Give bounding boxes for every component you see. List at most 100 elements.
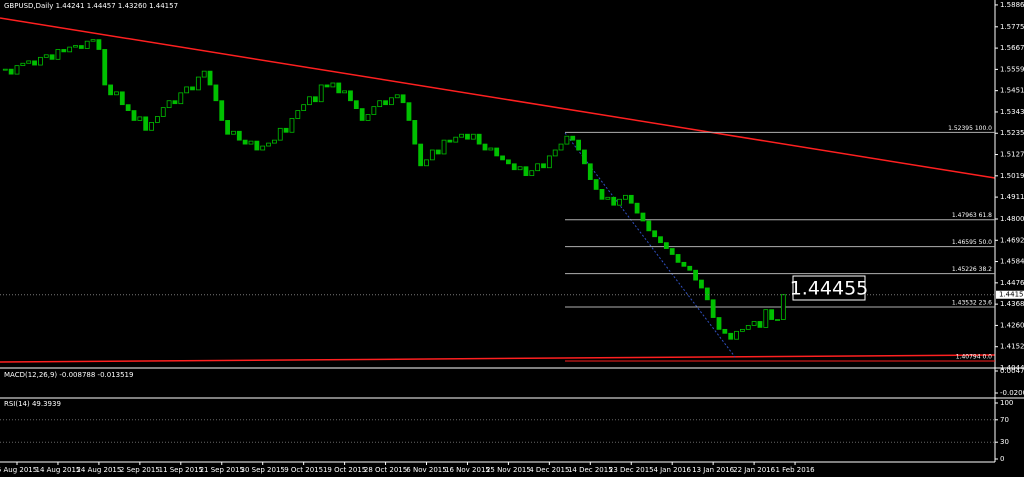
candle bbox=[611, 196, 617, 206]
candle bbox=[365, 114, 371, 121]
y-tick-label: 1.56670 bbox=[1000, 44, 1024, 52]
x-tick-label: 13 Jan 2016 bbox=[692, 466, 735, 474]
y-tick-label: 1.41520 bbox=[1000, 343, 1024, 351]
candle bbox=[447, 139, 453, 143]
candle bbox=[751, 321, 757, 326]
candle bbox=[564, 135, 570, 145]
candle bbox=[359, 108, 365, 121]
candle bbox=[195, 76, 201, 91]
candle bbox=[318, 84, 324, 103]
macd-tick-label: -0.020032 bbox=[1000, 389, 1024, 397]
rsi-tick-label: 100 bbox=[1000, 399, 1013, 407]
x-tick-label: 23 Dec 2015 bbox=[609, 466, 654, 474]
y-tick-label: 1.48000 bbox=[1000, 215, 1024, 223]
candle bbox=[289, 118, 295, 133]
candle bbox=[43, 54, 49, 58]
candle bbox=[424, 159, 429, 167]
x-tick-label: 14 Dec 2015 bbox=[568, 466, 613, 474]
candle bbox=[49, 54, 55, 60]
candle bbox=[348, 90, 353, 102]
candle bbox=[593, 179, 599, 190]
candle bbox=[242, 139, 248, 145]
candle bbox=[14, 65, 20, 75]
candle bbox=[388, 97, 394, 106]
candle bbox=[336, 82, 342, 94]
candle bbox=[184, 86, 190, 94]
candle bbox=[476, 133, 482, 145]
candle bbox=[669, 248, 675, 255]
candle bbox=[219, 100, 225, 121]
macd-tick-label: 0.004702 bbox=[1000, 367, 1024, 375]
candle bbox=[114, 91, 119, 96]
candle bbox=[149, 122, 154, 131]
candle bbox=[517, 166, 523, 171]
candle bbox=[78, 45, 84, 49]
y-tick-label: 1.50190 bbox=[1000, 172, 1024, 180]
candle bbox=[769, 309, 775, 320]
x-tick-label: 4 Jan 2016 bbox=[653, 466, 691, 474]
price-box bbox=[792, 275, 866, 301]
candle bbox=[125, 104, 131, 111]
fib-label: 1.40794 0.0 bbox=[956, 354, 992, 361]
candle bbox=[96, 39, 102, 50]
candle bbox=[693, 269, 698, 281]
candle bbox=[722, 328, 728, 334]
rsi-tick-label: 70 bbox=[1000, 416, 1009, 424]
fib-label: 1.47963 61.8 bbox=[952, 212, 992, 219]
candle bbox=[599, 189, 605, 200]
candle bbox=[102, 49, 108, 86]
y-tick-label: 1.54510 bbox=[1000, 87, 1024, 95]
candle bbox=[143, 116, 149, 131]
candle bbox=[500, 155, 505, 161]
candle bbox=[225, 120, 231, 135]
fib-baseline bbox=[564, 132, 736, 358]
candle bbox=[330, 82, 336, 88]
candle bbox=[108, 84, 113, 96]
candle bbox=[213, 84, 219, 102]
y-tick-label: 1.42600 bbox=[1000, 321, 1024, 329]
candle bbox=[482, 143, 488, 151]
candle bbox=[541, 163, 546, 169]
candle bbox=[412, 120, 418, 145]
candle bbox=[605, 196, 611, 200]
candle bbox=[137, 116, 143, 121]
candle bbox=[55, 49, 61, 60]
candle bbox=[435, 149, 441, 155]
candle bbox=[131, 110, 137, 121]
x-tick-label: 5 Aug 2015 bbox=[0, 466, 37, 474]
candle bbox=[271, 139, 277, 144]
candle bbox=[453, 136, 459, 143]
candle bbox=[628, 194, 634, 204]
y-tick-label: 1.45840 bbox=[1000, 258, 1024, 266]
candle bbox=[254, 140, 260, 151]
candle bbox=[745, 325, 751, 330]
x-tick-label: 9 Oct 2015 bbox=[284, 466, 323, 474]
fib-label: 1.46595 50.0 bbox=[952, 239, 992, 246]
candle bbox=[623, 194, 628, 200]
y-tick-label: 1.51270 bbox=[1000, 151, 1024, 159]
support-line bbox=[0, 354, 996, 363]
candle bbox=[61, 49, 67, 53]
candle bbox=[90, 39, 96, 42]
fib-label: 1.43532 23.6 bbox=[952, 300, 992, 307]
candle bbox=[26, 60, 32, 64]
rsi-label: RSI(14) 49.3939 bbox=[4, 400, 61, 408]
y-tick-label: 1.46920 bbox=[1000, 236, 1024, 244]
candle bbox=[266, 142, 271, 147]
y-tick-label: 1.44760 bbox=[1000, 279, 1024, 287]
candle bbox=[710, 299, 716, 318]
candle bbox=[236, 130, 242, 141]
candle bbox=[634, 202, 640, 214]
candle bbox=[383, 100, 388, 106]
candle bbox=[505, 159, 511, 165]
candle bbox=[295, 110, 301, 119]
candle bbox=[201, 70, 207, 78]
candle bbox=[552, 149, 558, 157]
candle bbox=[558, 143, 564, 151]
x-tick-label: 25 Nov 2015 bbox=[486, 466, 531, 474]
candle bbox=[546, 155, 552, 169]
candle bbox=[663, 242, 669, 249]
candle bbox=[429, 149, 435, 161]
